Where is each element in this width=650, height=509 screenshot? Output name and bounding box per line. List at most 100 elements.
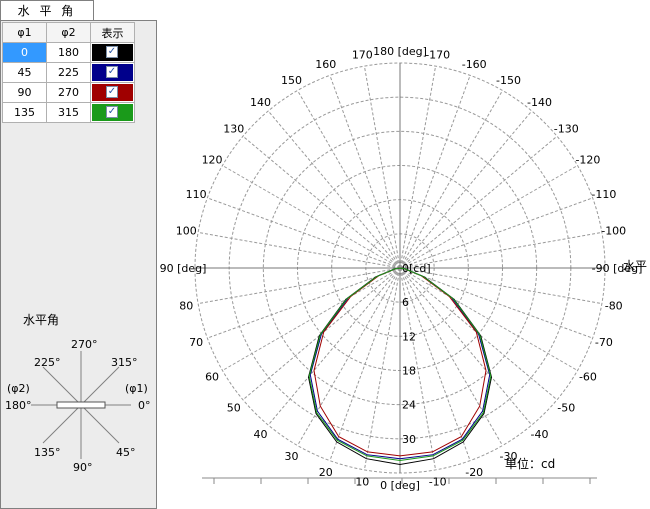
table-row[interactable]: 0 180 ✓ [2, 42, 135, 63]
grid-spoke [399, 135, 558, 269]
radial-labels: 0[cd] 6 12 18 24 30 [402, 262, 431, 446]
polar-grid [194, 62, 606, 484]
angle-label: -90 [deg] [592, 262, 643, 275]
display-checkbox[interactable]: ✓ [106, 46, 118, 58]
table-header-row: φ1 φ2 表示 [2, 22, 135, 43]
grid-spoke [222, 267, 401, 371]
phi2-cell[interactable]: 270 [46, 82, 91, 103]
chart-plane-label: 水平 [623, 259, 647, 273]
angle-label: -110 [591, 188, 616, 201]
angle-label: -100 [601, 224, 626, 237]
phi1-cell[interactable]: 135 [2, 102, 47, 123]
display-cell[interactable]: ✓ [90, 42, 135, 63]
phi1-cell[interactable]: 90 [2, 82, 47, 103]
grid-spoke [399, 267, 503, 446]
table-row[interactable]: 135 315 ✓ [2, 102, 135, 123]
grid-spoke [399, 110, 533, 269]
angle-label: 120 [202, 154, 223, 167]
side-panel: φ1 φ2 表示 0 180 ✓ 45 225 ✓ 90 270 ✓ 135 3… [0, 20, 157, 509]
angle-label: 40 [254, 428, 268, 441]
angle-label: -10 [429, 476, 447, 489]
tab-horizontal-angle[interactable]: 水 平 角 [0, 0, 94, 20]
grid-spoke [399, 90, 503, 269]
grid-spoke [297, 267, 401, 446]
angle-label: 10 [355, 476, 369, 489]
phi2-cell[interactable]: 315 [46, 102, 91, 123]
angle-label: 70 [189, 336, 203, 349]
radial-tick-label: 18 [402, 365, 416, 378]
grid-spoke [198, 231, 401, 269]
grid-spoke [399, 66, 437, 269]
grid-spoke [399, 267, 533, 426]
radial-tick-label: 12 [402, 330, 416, 343]
angle-label: 160 [315, 58, 336, 71]
angle-label: -40 [531, 428, 549, 441]
angle-label: 30 [285, 450, 299, 463]
legend-180: 180° [5, 399, 32, 412]
grid-spoke [399, 231, 602, 269]
angle-label: 100 [176, 224, 197, 237]
color-swatch: ✓ [92, 104, 133, 121]
radial-tick-label: 0[cd] [402, 262, 431, 275]
grid-spoke [297, 90, 401, 269]
table-row[interactable]: 45 225 ✓ [2, 62, 135, 83]
legend-270: 270° [71, 338, 98, 351]
header-phi2: φ2 [46, 22, 91, 43]
phi1-cell[interactable]: 45 [2, 62, 47, 83]
angle-label: -30 [500, 450, 518, 463]
radial-tick-label: 6 [402, 296, 409, 309]
grid-spoke [399, 267, 602, 305]
grid-spoke [399, 75, 471, 269]
legend-90: 90° [73, 461, 93, 471]
grid-spoke [399, 267, 437, 470]
phi2-cell[interactable]: 180 [46, 42, 91, 63]
angle-label: -120 [575, 154, 600, 167]
intensity-curve [313, 267, 487, 457]
legend-phi2: (φ2) [7, 382, 30, 395]
display-checkbox[interactable]: ✓ [106, 106, 118, 118]
display-cell[interactable]: ✓ [90, 102, 135, 123]
phi1-cell[interactable]: 0 [2, 42, 47, 63]
legend-0: 0° [138, 399, 151, 412]
angle-label: -50 [557, 401, 575, 414]
legend-315: 315° [111, 356, 138, 369]
grid-spoke [399, 165, 578, 269]
angle-label: -150 [496, 74, 521, 87]
header-display: 表示 [90, 22, 135, 43]
angle-label: 0 [deg] [380, 479, 420, 492]
color-swatch: ✓ [92, 64, 133, 81]
legend-45: 45° [116, 446, 136, 459]
grid-spoke [242, 135, 401, 269]
angle-label: 150 [281, 74, 302, 87]
grid-spoke [329, 75, 401, 269]
grid-spoke [198, 267, 401, 305]
intensity-curve [308, 267, 492, 462]
display-checkbox[interactable]: ✓ [106, 66, 118, 78]
angle-legend-diagram: 270° 225° 315° (φ2) (φ1) 180° 0° 135° 45… [5, 338, 151, 471]
legend-225: 225° [34, 356, 61, 369]
legend-phi1: (φ1) [125, 382, 148, 395]
angle-label: -160 [462, 58, 487, 71]
display-checkbox[interactable]: ✓ [106, 86, 118, 98]
color-swatch: ✓ [92, 44, 133, 61]
grid-spoke [222, 165, 401, 269]
angle-table: φ1 φ2 表示 0 180 ✓ 45 225 ✓ 90 270 ✓ 135 3… [2, 22, 135, 123]
grid-spoke [399, 267, 593, 339]
display-cell[interactable]: ✓ [90, 82, 135, 103]
radial-tick-label: 30 [402, 433, 416, 446]
grid-spoke [363, 66, 401, 269]
angle-label: 130 [223, 123, 244, 136]
angle-label: 80 [179, 300, 193, 313]
grid-spoke [207, 197, 401, 269]
angle-label: -140 [527, 96, 552, 109]
phi2-cell[interactable]: 225 [46, 62, 91, 83]
angle-label: 170 [352, 48, 373, 61]
legend-135: 135° [34, 446, 61, 459]
angle-label: 110 [186, 188, 207, 201]
angle-label: -60 [579, 371, 597, 384]
legend-title: 水平角 [23, 313, 60, 327]
table-row[interactable]: 90 270 ✓ [2, 82, 135, 103]
display-cell[interactable]: ✓ [90, 62, 135, 83]
angle-label: -80 [605, 300, 623, 313]
